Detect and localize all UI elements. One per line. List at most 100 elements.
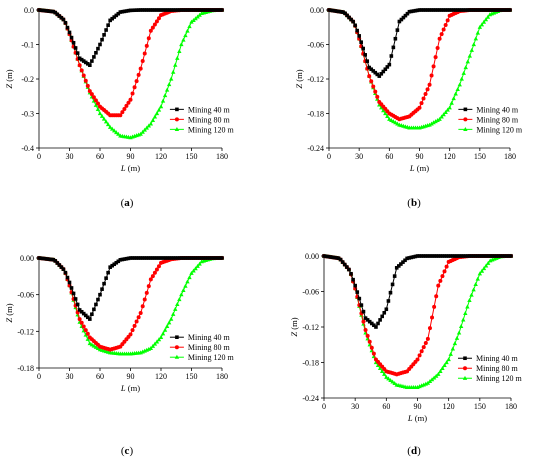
data-point: [205, 8, 210, 12]
data-point: [386, 299, 391, 303]
data-point: [55, 261, 60, 265]
data-point: [343, 11, 347, 16]
data-point: [116, 131, 121, 136]
data-point: [456, 330, 462, 335]
data-point: [142, 8, 147, 12]
data-point: [435, 8, 440, 12]
data-point: [152, 270, 157, 275]
data-point: [183, 256, 188, 260]
data-point: [134, 319, 139, 324]
data-point: [472, 8, 476, 12]
legend-marker: [174, 345, 179, 350]
legend-label: Mining 40 m: [188, 333, 231, 342]
legend-label: Mining 80 m: [188, 115, 231, 124]
data-point: [385, 113, 390, 118]
data-point: [79, 320, 84, 325]
data-point: [423, 8, 428, 12]
data-point: [69, 286, 74, 290]
data-point: [163, 8, 167, 12]
data-point: [57, 263, 62, 267]
data-point: [103, 119, 109, 124]
data-point: [335, 9, 339, 14]
data-point: [67, 30, 72, 35]
data-point: [425, 87, 430, 92]
data-point: [424, 254, 428, 258]
data-point: [498, 8, 502, 12]
legend-label: Mining 80 m: [476, 364, 519, 373]
data-point: [132, 323, 137, 328]
data-point: [208, 8, 212, 12]
data-point: [498, 254, 503, 258]
data-point: [451, 96, 456, 101]
data-point: [179, 42, 184, 47]
data-point: [435, 118, 440, 122]
data-point: [120, 110, 125, 115]
data-point: [475, 30, 481, 35]
data-point: [149, 8, 153, 12]
data-point: [181, 8, 186, 12]
data-point: [339, 10, 343, 14]
x-tick-label: 60: [96, 372, 104, 381]
data-point: [81, 311, 86, 316]
data-point: [91, 95, 96, 100]
data-point: [161, 256, 165, 260]
data-point: [158, 335, 164, 340]
data-point: [191, 8, 196, 12]
data-point: [156, 264, 161, 269]
data-point: [463, 310, 468, 315]
data-point: [397, 19, 402, 24]
data-point: [375, 72, 380, 77]
data-point: [429, 377, 435, 382]
data-point: [140, 304, 145, 309]
data-point: [377, 74, 382, 78]
data-point: [96, 297, 100, 302]
data-point: [83, 332, 88, 337]
x-tick-label: 90: [127, 372, 135, 381]
data-point: [100, 287, 104, 291]
data-point: [433, 8, 438, 12]
y-tick-label: -0.18: [302, 359, 319, 368]
data-point: [37, 8, 41, 12]
x-tick-label: 150: [186, 152, 198, 161]
data-point: [92, 55, 96, 59]
data-point: [128, 97, 133, 102]
data-point: [73, 46, 78, 50]
data-point: [85, 336, 90, 341]
data-point: [439, 114, 444, 119]
x-tick-label: 150: [186, 372, 198, 381]
series-line: [38, 257, 222, 320]
data-point: [439, 32, 444, 37]
data-point: [142, 127, 147, 132]
data-point: [419, 254, 424, 258]
data-point: [432, 304, 437, 309]
data-point: [431, 8, 436, 12]
data-point: [475, 276, 480, 281]
data-point: [445, 18, 450, 23]
data-point: [189, 256, 194, 260]
data-point: [469, 47, 474, 52]
data-point: [459, 76, 464, 81]
data-point: [147, 256, 151, 260]
data-point: [345, 13, 349, 18]
data-point: [438, 254, 443, 258]
x-axis-label: L (m): [409, 163, 429, 173]
data-point: [479, 268, 485, 273]
data-point: [159, 8, 163, 12]
data-point: [140, 59, 145, 64]
data-point: [492, 8, 496, 12]
data-point: [156, 16, 161, 21]
data-point: [45, 9, 49, 13]
data-point: [439, 8, 444, 12]
data-point: [357, 296, 362, 301]
data-point: [380, 314, 384, 319]
data-point: [57, 14, 62, 18]
legend-label: Mining 80 m: [476, 115, 519, 124]
data-point: [124, 256, 129, 261]
data-point: [77, 308, 82, 312]
data-point: [363, 327, 368, 332]
legend-label: Mining 120 m: [476, 125, 523, 134]
y-tick-label: -0.06: [307, 41, 324, 50]
x-tick-label: 180: [216, 372, 228, 381]
y-tick-label: 0.00: [310, 6, 324, 15]
x-tick-label: 0: [37, 372, 41, 381]
